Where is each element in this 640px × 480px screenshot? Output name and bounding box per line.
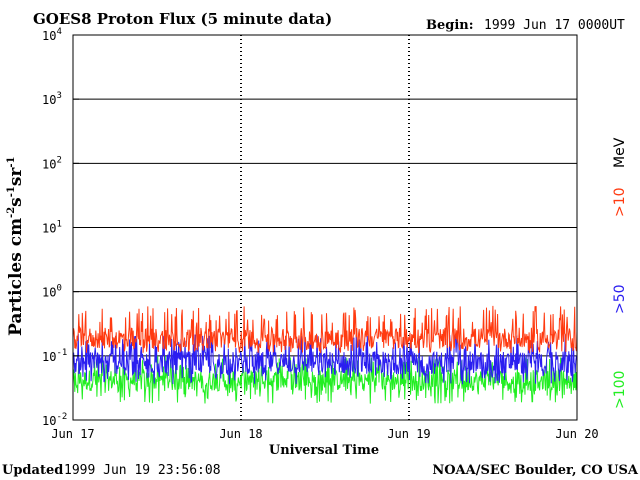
x-axis-label: Universal Time [269,443,379,458]
chart-title: GOES8 Proton Flux (5 minute data) [33,10,332,28]
legend-mev: MeV [612,137,628,168]
y-tick-labels: 10-2 10-1 100 101 102 103 104 [42,27,79,428]
y-tick-label: 101 [42,220,62,236]
y-tick-label: 10-1 [42,348,67,364]
y-tick-label: 10-2 [42,412,67,428]
x-tick-label: Jun 20 [555,427,598,441]
x-tick-label: Jun 17 [51,427,94,441]
y-tick-label: 100 [42,284,62,300]
legend-gt100: >100 [612,371,628,409]
series-line [72,332,578,385]
y-axis-label: Particles cm-2s-1sr-1 [6,157,26,337]
updated-value: 1999 Jun 19 23:56:08 [64,463,221,478]
y-tick-label: 104 [42,27,62,43]
y-tick-label: 102 [42,155,62,171]
x-tick-label: Jun 18 [219,427,262,441]
credit-text: NOAA/SEC Boulder, CO USA [432,463,639,478]
y-tick-label: 103 [42,91,62,107]
legend-gt50: >50 [612,284,628,314]
updated-label: Updated [2,463,63,478]
series-lines [72,305,578,404]
legend-gt10: >10 [612,187,628,217]
x-tick-label: Jun 19 [387,427,430,441]
series-line [72,305,578,354]
x-tick-labels: Jun 17 Jun 18 Jun 19 Jun 20 [51,427,598,441]
begin-value: 1999 Jun 17 0000UT [484,18,625,33]
begin-label: Begin: [426,18,474,33]
